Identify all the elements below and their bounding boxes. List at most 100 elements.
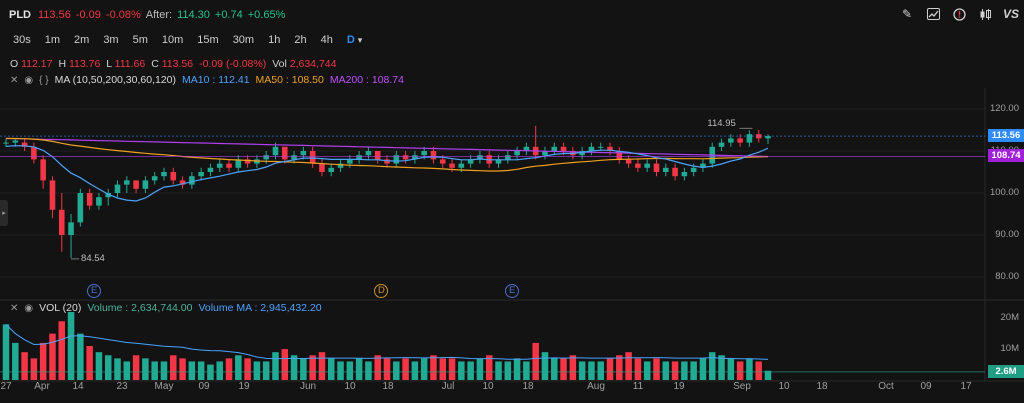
- x-axis-label: 19: [238, 381, 250, 392]
- candle-body: [124, 180, 130, 185]
- volume-bar: [430, 355, 437, 380]
- candle-body: [68, 222, 74, 235]
- close-label: C: [151, 58, 159, 70]
- volume-bar: [95, 352, 103, 380]
- volume-bar: [2, 324, 10, 380]
- candle-body: [384, 159, 390, 164]
- timeframe-5m[interactable]: 5m: [132, 34, 148, 46]
- candle-body: [365, 151, 372, 156]
- candles-icon[interactable]: [978, 6, 992, 22]
- x-axis-label: Apr: [34, 381, 50, 392]
- candle-body: [40, 159, 46, 181]
- after-hours-change-pct: +0.65%: [247, 9, 286, 21]
- volume-bar: [690, 361, 697, 380]
- low-label: L: [106, 58, 112, 70]
- timeframe-3m[interactable]: 3m: [103, 34, 119, 46]
- timeframe-2m[interactable]: 2m: [74, 34, 90, 46]
- candle-body: [477, 155, 483, 160]
- volume-bar: [365, 361, 372, 380]
- after-hours-label: After:: [145, 9, 173, 21]
- candle-body: [421, 151, 427, 156]
- high-label: H: [58, 58, 67, 70]
- volume-bar: [281, 349, 289, 380]
- last-price-tag: 113.56: [988, 129, 1024, 143]
- candle-body: [588, 146, 595, 151]
- timeframe-4h[interactable]: 4h: [320, 34, 333, 46]
- candle-body: [114, 184, 121, 193]
- pencil-icon[interactable]: ✎: [901, 7, 913, 21]
- candle-body: [505, 155, 511, 160]
- timeframe-1h[interactable]: 1h: [268, 34, 281, 46]
- x-axis-label: 17: [960, 381, 972, 392]
- volume-bar: [393, 361, 400, 380]
- price-axis-label: 100.00: [989, 187, 1019, 198]
- symbol[interactable]: PLD: [9, 9, 31, 21]
- volume-reading: Volume : 2,634,744.00: [87, 302, 193, 314]
- volume-bar: [39, 342, 47, 380]
- timeframe-15m[interactable]: 15m: [197, 34, 219, 46]
- candle-body: [272, 146, 279, 156]
- volume-bar: [523, 361, 530, 380]
- settings-braces-icon[interactable]: { }: [39, 74, 49, 86]
- alert-icon[interactable]: [952, 6, 966, 22]
- collapse-handle-icon[interactable]: ▸: [0, 200, 8, 226]
- candle-body: [597, 146, 604, 148]
- volume-bar: [67, 312, 75, 380]
- candle-body: [281, 146, 288, 160]
- quote-bar: PLD 113.56 -0.09 -0.08% After: 114.30 +0…: [0, 0, 1024, 30]
- vs-icon[interactable]: VS: [1003, 7, 1020, 21]
- close-icon[interactable]: ✕: [10, 74, 19, 86]
- volume-bar: [718, 355, 725, 380]
- timeframe-30s[interactable]: 30s: [13, 34, 31, 46]
- volume-bar: [532, 342, 539, 380]
- x-axis-label: Oct: [878, 381, 894, 392]
- volume-bar: [114, 358, 121, 380]
- volume-tag: 2.6M: [988, 364, 1024, 378]
- volume-axis-label: 10M: [1000, 343, 1019, 355]
- volume-bar: [12, 342, 19, 380]
- volume-bar: [104, 355, 112, 380]
- volume-indicator-title[interactable]: VOL (20): [39, 302, 82, 314]
- volume-bar: [188, 361, 196, 380]
- candle-body: [189, 176, 195, 185]
- close-icon[interactable]: ✕: [10, 302, 19, 314]
- ma10-line: [5, 145, 769, 202]
- low-value: 111.66: [114, 58, 146, 70]
- volume-legend: ✕ ◉ VOL (20) Volume : 2,634,744.00 Volum…: [10, 302, 322, 314]
- volume-bar: [578, 361, 586, 380]
- eye-icon[interactable]: ◉: [24, 302, 34, 314]
- volume-bar: [142, 358, 149, 380]
- volume-bar: [58, 321, 66, 380]
- candle-body: [514, 151, 520, 156]
- candle-body: [161, 172, 167, 177]
- volume-bar: [439, 358, 447, 380]
- timeframe-30m[interactable]: 30m: [232, 34, 255, 46]
- volume-bar: [504, 361, 512, 380]
- x-axis-label: Aug: [587, 381, 605, 392]
- candle-body: [681, 172, 688, 177]
- candle-body: [309, 151, 316, 164]
- volume-ma-reading: Volume MA : 2,945,432.20: [198, 302, 322, 314]
- volume-bar: [49, 333, 56, 380]
- volume-bar: [244, 358, 251, 380]
- candle-body: [672, 167, 678, 177]
- timeframe-D[interactable]: D: [340, 31, 369, 49]
- volume-bar: [616, 355, 623, 380]
- after-hours-change: +0.74: [214, 9, 243, 21]
- volume-bar: [495, 361, 502, 380]
- volume-bar: [160, 361, 168, 380]
- ma-indicator-title[interactable]: MA (10,50,200,30,60,120): [54, 74, 177, 86]
- timeframe-1m[interactable]: 1m: [44, 34, 61, 46]
- candle-body: [337, 163, 344, 168]
- timeframe-2h[interactable]: 2h: [294, 34, 307, 46]
- eye-icon[interactable]: ◉: [24, 74, 34, 86]
- volume-bar: [671, 361, 679, 380]
- candle-body: [412, 155, 418, 160]
- chart-icon[interactable]: [926, 6, 940, 22]
- timeframe-10m[interactable]: 10m: [161, 34, 184, 46]
- x-axis-label: 18: [816, 381, 828, 392]
- volume-bar: [170, 355, 177, 380]
- volume-bar: [662, 361, 670, 380]
- candle-body: [86, 193, 93, 206]
